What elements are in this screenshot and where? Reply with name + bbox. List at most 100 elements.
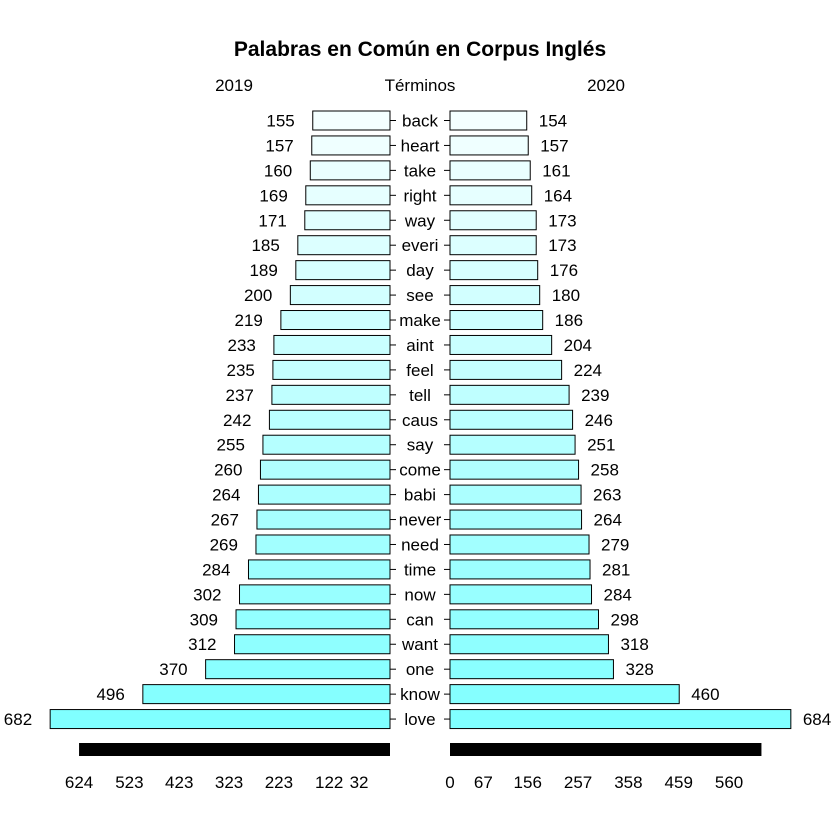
right-value-label: 684 (803, 710, 831, 729)
right-bar-way (449, 210, 537, 231)
left-value-label: 237 (226, 386, 254, 405)
right-value-label: 173 (548, 211, 576, 230)
right-bar-love (449, 709, 792, 730)
left-bar-take (309, 160, 391, 181)
left-value-label: 235 (227, 361, 255, 380)
right-bar-make (449, 310, 544, 331)
right-axis-tick-label: 67 (474, 773, 493, 792)
term-label: heart (401, 136, 440, 155)
right-axis-tick-label: 0 (445, 773, 454, 792)
right-value-label: 281 (602, 560, 630, 579)
term-label: take (404, 161, 436, 180)
right-bar-tell (449, 384, 570, 405)
left-value-label: 189 (249, 261, 277, 280)
left-axis-bar (79, 743, 391, 756)
left-bar-love (49, 709, 391, 730)
left-value-label: 309 (190, 610, 218, 629)
left-bar-right (305, 185, 391, 206)
right-value-label: 161 (542, 161, 570, 180)
right-bar-want (449, 634, 609, 655)
term-label: feel (406, 361, 433, 380)
right-bar-heart (449, 135, 529, 156)
right-bar-never (449, 509, 583, 530)
right-bar-come (449, 459, 580, 480)
left-value-label: 264 (212, 486, 240, 505)
right-value-label: 173 (548, 236, 576, 255)
right-bar-time (449, 559, 591, 580)
right-value-label: 154 (539, 112, 567, 131)
left-value-label: 370 (159, 660, 187, 679)
term-label: never (399, 511, 442, 530)
left-axis-tick-label: 223 (265, 773, 293, 792)
left-bar-need (255, 534, 391, 555)
left-bar-time (247, 559, 391, 580)
term-label: make (399, 311, 441, 330)
right-value-label: 460 (691, 685, 719, 704)
term-label: caus (402, 411, 438, 430)
left-bar-tell (271, 384, 391, 405)
left-bar-way (304, 210, 391, 231)
left-value-label: 219 (234, 311, 262, 330)
term-label: day (406, 261, 434, 280)
right-bar-take (449, 160, 531, 181)
left-bar-aint (273, 334, 391, 355)
center-header: Términos (385, 76, 456, 95)
left-value-label: 284 (202, 560, 230, 579)
left-value-label: 496 (96, 685, 124, 704)
term-label: come (399, 461, 441, 480)
left-bar-know (142, 684, 391, 705)
right-bar-back (449, 110, 528, 131)
left-bar-never (256, 509, 391, 530)
term-label: way (404, 211, 436, 230)
right-axis-tick-label: 257 (564, 773, 592, 792)
right-value-label: 263 (593, 486, 621, 505)
left-bar-back (312, 110, 391, 131)
left-axis-tick-label: 323 (215, 773, 243, 792)
term-label: right (403, 186, 436, 205)
right-value-label: 284 (604, 585, 632, 604)
term-label: everi (402, 236, 439, 255)
term-label: say (407, 436, 434, 455)
term-label: tell (409, 386, 431, 405)
left-bar-feel (272, 359, 391, 380)
left-value-label: 269 (210, 535, 238, 554)
right-header: 2020 (587, 76, 625, 95)
left-bar-everi (297, 235, 391, 256)
left-value-label: 682 (4, 710, 32, 729)
right-value-label: 186 (555, 311, 583, 330)
term-label: back (402, 112, 438, 131)
left-axis-tick-label: 32 (350, 773, 369, 792)
term-label: see (406, 286, 433, 305)
left-bar-day (295, 260, 391, 281)
right-bar-feel (449, 359, 563, 380)
term-label: want (401, 635, 438, 654)
right-axis-tick-label: 358 (614, 773, 642, 792)
right-bar-know (449, 684, 680, 705)
right-bar-say (449, 434, 576, 455)
right-value-label: 157 (540, 136, 568, 155)
right-bar-aint (449, 334, 553, 355)
right-bar-babi (449, 484, 582, 505)
right-value-label: 328 (625, 660, 653, 679)
left-axis-tick-label: 122 (315, 773, 343, 792)
right-axis-bar (450, 743, 762, 756)
right-bar-one (449, 659, 614, 680)
chart-marks: back 155 154 heart 157 157 take 160 161 right 169 1… (4, 110, 831, 792)
right-value-label: 246 (585, 411, 613, 430)
right-value-label: 224 (574, 361, 602, 380)
left-bar-make (280, 310, 391, 331)
left-axis-tick-label: 423 (165, 773, 193, 792)
left-axis-tick-label: 523 (115, 773, 143, 792)
right-value-label: 298 (610, 610, 638, 629)
left-value-label: 171 (258, 211, 286, 230)
left-value-label: 169 (259, 186, 287, 205)
left-bar-come (259, 459, 391, 480)
left-header: 2019 (215, 76, 253, 95)
left-value-label: 160 (264, 161, 292, 180)
right-value-label: 239 (581, 386, 609, 405)
right-bar-need (449, 534, 590, 555)
left-value-label: 233 (228, 336, 256, 355)
left-bar-now (239, 584, 391, 605)
left-value-label: 200 (244, 286, 272, 305)
